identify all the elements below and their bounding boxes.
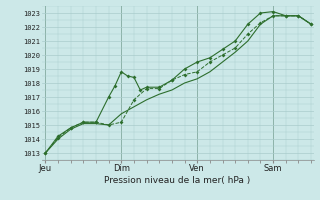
X-axis label: Pression niveau de la mer( hPa ): Pression niveau de la mer( hPa )	[104, 176, 251, 185]
